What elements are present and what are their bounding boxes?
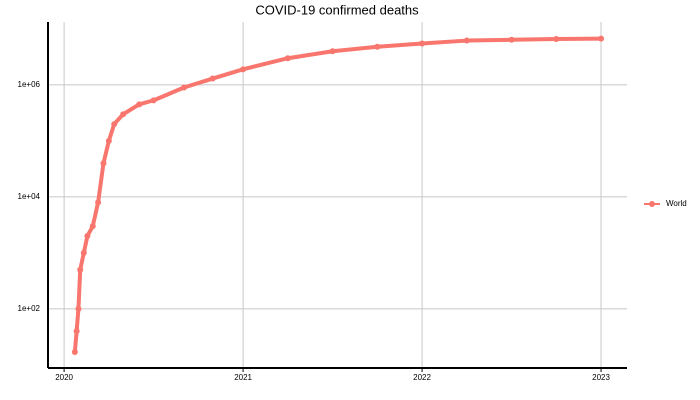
point [71,348,78,355]
point [95,199,102,206]
point [329,48,336,55]
x-tick-label: 2021 [234,373,252,382]
point [136,101,143,108]
x-tick-label: 2020 [55,373,73,382]
point [105,137,112,144]
point [374,43,381,50]
point [89,223,96,230]
y-tick-label: 1e+04 [18,192,41,201]
chart-title: COVID-19 confirmed deaths [255,2,419,17]
point [77,266,84,273]
legend-label: World [666,199,687,208]
point [419,40,426,47]
point [80,249,87,256]
y-tick-label: 1e+02 [18,304,41,313]
point [463,37,470,44]
point [240,66,247,73]
y-tick-label: 1e+06 [18,80,41,89]
point [100,160,107,167]
series-line [72,36,602,353]
point [209,75,216,82]
point [181,84,188,91]
legend-marker [649,201,655,207]
point [284,55,291,62]
point [73,328,80,335]
x-tick-label: 2023 [592,373,610,382]
point [111,121,118,128]
point [150,97,157,104]
point [120,111,127,118]
point [75,305,82,312]
point [508,36,515,43]
point [84,233,91,240]
point [553,36,560,43]
point [598,35,605,42]
x-tick-label: 2022 [413,373,431,382]
